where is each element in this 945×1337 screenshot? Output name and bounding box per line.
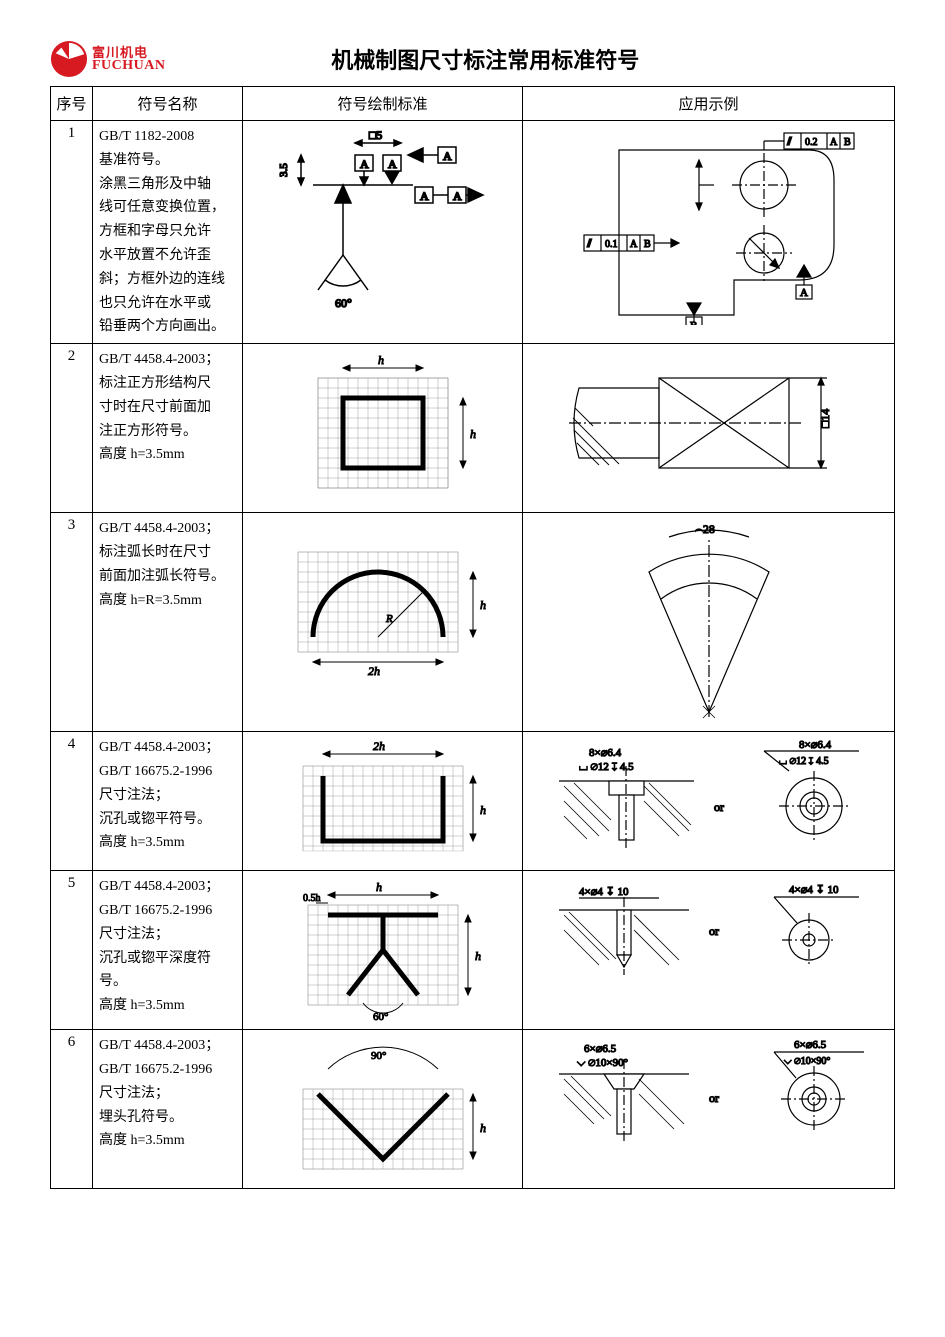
page-header: 富川机电 FUCHUAN 机械制图尺寸标注常用标准符号 [50, 40, 895, 78]
ex-diagram-2: □14 [549, 348, 869, 498]
svg-text:2h: 2h [373, 739, 385, 753]
cell-ex-diagram: 4×⌀4 ↧ 10 or 4×⌀4 ↧ 10 [523, 871, 895, 1030]
svg-text:□5: □5 [369, 128, 382, 142]
svg-text:60°: 60° [373, 1011, 388, 1023]
ex-diagram-5: 4×⌀4 ↧ 10 or 4×⌀4 ↧ 10 [539, 875, 879, 985]
svg-text:3.5: 3.5 [278, 163, 290, 177]
svg-text:6×⌀6.5: 6×⌀6.5 [794, 1039, 827, 1051]
std-diagram-2: {"gx":40,"gy":30,"gw":130,"gh":110,"step… [278, 348, 488, 508]
cell-num: 3 [51, 513, 93, 732]
cell-std-diagram: 90° h [243, 1030, 523, 1189]
svg-text:B: B [844, 137, 851, 148]
cell-num: 4 [51, 732, 93, 871]
table-row: 4GB/T 4458.4-2003；GB/T 16675.2-1996尺寸注法；… [51, 732, 895, 871]
svg-text:0.2: 0.2 [805, 137, 818, 148]
svg-text:⌴ ⌀12 ↧ 4.5: ⌴ ⌀12 ↧ 4.5 [579, 761, 634, 773]
svg-text:h: h [376, 880, 382, 894]
table-row: 3GB/T 4458.4-2003；标注弧长时在尺寸前面加注弧长符号。高度 h=… [51, 513, 895, 732]
svg-text:⌵ ⌀10×90°: ⌵ ⌀10×90° [784, 1056, 830, 1067]
th-name: 符号名称 [93, 87, 243, 121]
svg-text:A: A [630, 239, 638, 250]
th-ex: 应用示例 [523, 87, 895, 121]
svg-text:A: A [443, 149, 452, 163]
svg-text:8×⌀6.4: 8×⌀6.4 [799, 739, 832, 751]
svg-text:□14: □14 [818, 409, 832, 428]
ex-diagram-1: ⫽ 0.2 A B ⫽ 0.1 A B A B [549, 125, 869, 325]
svg-text:⌢28: ⌢28 [695, 522, 715, 536]
svg-text:A: A [388, 157, 397, 171]
svg-text:h: h [480, 1121, 486, 1135]
std-diagram-4: 2h h [268, 736, 498, 866]
ex-diagram-3: ⌢28 [579, 517, 839, 727]
svg-text:or: or [714, 800, 724, 814]
symbols-table: 序号 符号名称 符号绘制标准 应用示例 1GB/T 1182-2008基准符号。… [50, 86, 895, 1189]
svg-text:⌵ ⌀10×90°: ⌵ ⌀10×90° [577, 1057, 628, 1069]
svg-text:4×⌀4 ↧ 10: 4×⌀4 ↧ 10 [789, 884, 839, 896]
svg-text:90°: 90° [371, 1050, 386, 1062]
svg-text:8×⌀6.4: 8×⌀6.4 [589, 747, 622, 759]
svg-text:6×⌀6.5: 6×⌀6.5 [584, 1043, 617, 1055]
svg-text:A: A [830, 137, 838, 148]
svg-text:⫽: ⫽ [586, 238, 592, 250]
std-diagram-1: 60° A A A A A 3.5 □5 [273, 125, 493, 315]
ex-diagram-4: 8×⌀6.4 ⌴ ⌀12 ↧ 4.5 or 8×⌀6.4 ⌴ ⌀12 ↧ 4.5 [539, 736, 879, 856]
cell-std-diagram: 2h h [243, 732, 523, 871]
svg-text:or: or [709, 924, 719, 938]
logo-mark-icon [50, 40, 88, 78]
svg-text:R: R [385, 613, 393, 625]
svg-text:B: B [690, 320, 697, 325]
cell-ex-diagram: 8×⌀6.4 ⌴ ⌀12 ↧ 4.5 or 8×⌀6.4 ⌴ ⌀12 ↧ 4.5 [523, 732, 895, 871]
svg-text:4×⌀4 ↧ 10: 4×⌀4 ↧ 10 [579, 886, 629, 898]
svg-text:0.1: 0.1 [605, 239, 618, 250]
svg-text:60°: 60° [335, 296, 352, 310]
svg-text:B: B [644, 239, 651, 250]
cell-name: GB/T 4458.4-2003；GB/T 16675.2-1996尺寸注法；沉… [93, 732, 243, 871]
cell-name: GB/T 4458.4-2003；标注正方形结构尺寸时在尺寸前面加注正方形符号。… [93, 344, 243, 513]
cell-ex-diagram: 6×⌀6.5 ⌵ ⌀10×90° or 6×⌀6.5 ⌵ ⌀10×90° [523, 1030, 895, 1189]
svg-text:or: or [709, 1091, 719, 1105]
svg-text:⫽: ⫽ [786, 136, 792, 148]
cell-std-diagram: h 0.5h h 60° [243, 871, 523, 1030]
svg-text:⌴ ⌀12 ↧ 4.5: ⌴ ⌀12 ↧ 4.5 [779, 756, 829, 767]
cell-ex-diagram: □14 [523, 344, 895, 513]
svg-text:h: h [480, 803, 486, 817]
cell-name: GB/T 4458.4-2003；GB/T 16675.2-1996尺寸注法；埋… [93, 1030, 243, 1189]
th-std: 符号绘制标准 [243, 87, 523, 121]
cell-num: 1 [51, 121, 93, 344]
page-title: 机械制图尺寸标注常用标准符号 [76, 43, 896, 75]
th-num: 序号 [51, 87, 93, 121]
cell-name: GB/T 4458.4-2003；GB/T 16675.2-1996尺寸注法；沉… [93, 871, 243, 1030]
std-diagram-5: h 0.5h h 60° [268, 875, 498, 1025]
cell-name: GB/T 1182-2008基准符号。涂黑三角形及中轴线可任意变换位置，方框和字… [93, 121, 243, 344]
svg-text:h: h [480, 598, 486, 612]
svg-text:h: h [470, 427, 476, 441]
svg-text:A: A [360, 157, 369, 171]
cell-std-diagram: R 2h h [243, 513, 523, 732]
svg-text:A: A [800, 287, 808, 299]
svg-text:0.5h: 0.5h [303, 893, 321, 904]
table-header-row: 序号 符号名称 符号绘制标准 应用示例 [51, 87, 895, 121]
table-row: 6GB/T 4458.4-2003；GB/T 16675.2-1996尺寸注法；… [51, 1030, 895, 1189]
std-diagram-3: R 2h h [268, 517, 498, 677]
svg-text:h: h [378, 353, 384, 367]
ex-diagram-6: 6×⌀6.5 ⌵ ⌀10×90° or 6×⌀6.5 ⌵ ⌀10×90° [539, 1034, 879, 1154]
cell-ex-diagram: ⫽ 0.2 A B ⫽ 0.1 A B A B [523, 121, 895, 344]
cell-std-diagram: 60° A A A A A 3.5 □5 [243, 121, 523, 344]
cell-num: 6 [51, 1030, 93, 1189]
table-row: 2GB/T 4458.4-2003；标注正方形结构尺寸时在尺寸前面加注正方形符号… [51, 344, 895, 513]
cell-num: 5 [51, 871, 93, 1030]
std-diagram-6: 90° h [268, 1034, 498, 1184]
svg-text:h: h [475, 949, 481, 963]
cell-num: 2 [51, 344, 93, 513]
cell-name: GB/T 4458.4-2003；标注弧长时在尺寸前面加注弧长符号。高度 h=R… [93, 513, 243, 732]
table-row: 5GB/T 4458.4-2003；GB/T 16675.2-1996尺寸注法；… [51, 871, 895, 1030]
table-row: 1GB/T 1182-2008基准符号。涂黑三角形及中轴线可任意变换位置，方框和… [51, 121, 895, 344]
svg-text:A: A [420, 189, 429, 203]
svg-text:A: A [453, 189, 462, 203]
cell-ex-diagram: ⌢28 [523, 513, 895, 732]
cell-std-diagram: {"gx":40,"gy":30,"gw":130,"gh":110,"step… [243, 344, 523, 513]
svg-text:2h: 2h [368, 664, 380, 677]
